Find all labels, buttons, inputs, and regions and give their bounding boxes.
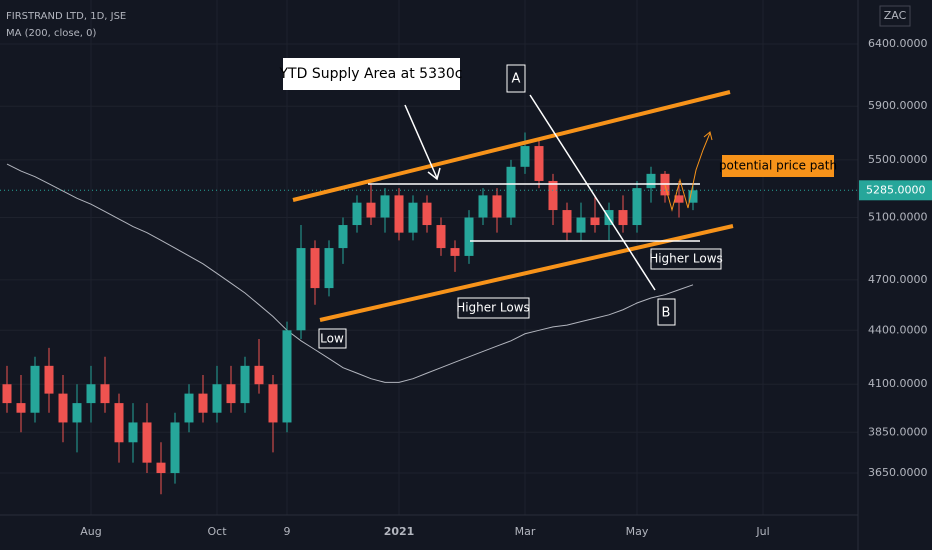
- candle-body: [198, 393, 208, 413]
- label-box: [283, 58, 460, 90]
- candle-body: [30, 365, 40, 413]
- arrow-head: [427, 167, 441, 181]
- price-tag-label: 5285.0000: [866, 183, 926, 196]
- y-tick-label: 4400.0000: [868, 323, 928, 336]
- candle-body: [254, 365, 264, 385]
- annotation: Higher Lows: [649, 252, 723, 266]
- candle-body: [366, 202, 376, 218]
- currency: ZAC: [884, 9, 907, 22]
- candle-body: [268, 384, 278, 423]
- x-tick-label: 2021: [384, 525, 415, 538]
- candle-body: [226, 384, 236, 404]
- candle-body: [72, 403, 82, 423]
- candle-body: [562, 210, 572, 233]
- chart-title: FIRSTRAND LTD, 1D, JSE: [6, 11, 126, 22]
- annotation: Higher Lows: [456, 301, 530, 315]
- y-tick-label: 4100.0000: [868, 377, 928, 390]
- candle-body: [450, 248, 460, 256]
- arrow: [404, 104, 438, 179]
- candle-body: [184, 393, 194, 423]
- candle-body: [548, 180, 558, 211]
- path-arrow: [703, 131, 713, 141]
- x-tick-label: May: [626, 525, 649, 538]
- annotation: YTD Supply Area at 5330c: [278, 66, 462, 82]
- candle-body: [212, 384, 222, 413]
- currency-box: [879, 5, 911, 27]
- candle-body: [464, 217, 474, 256]
- candle-body: [688, 190, 698, 203]
- annotation: A: [512, 72, 521, 87]
- trend-line: [529, 94, 656, 291]
- x-tick-label: Jul: [755, 525, 769, 538]
- candle-body: [618, 210, 628, 226]
- label-box: [506, 64, 526, 93]
- candle-body: [282, 330, 292, 423]
- y-tick-label: 4700.0000: [868, 273, 928, 286]
- candle-body: [58, 393, 68, 423]
- candle-body: [100, 384, 110, 404]
- label-box: [722, 155, 834, 177]
- price-tag: [859, 180, 932, 201]
- candle-body: [16, 403, 26, 413]
- x-tick-label: Oct: [207, 525, 227, 538]
- candle-body: [436, 225, 446, 249]
- x-tick-label: Aug: [80, 525, 101, 538]
- candle-body: [128, 422, 138, 443]
- candle-body: [310, 248, 320, 289]
- y-tick-label: 6400.0000: [868, 37, 928, 50]
- candle-body: [44, 365, 54, 394]
- candle-body: [156, 462, 166, 474]
- candle-body: [86, 384, 96, 404]
- candle-body: [2, 384, 12, 404]
- candle-body: [324, 248, 334, 289]
- candle-body: [632, 188, 642, 226]
- y-tick-label: 3650.0000: [868, 466, 928, 479]
- candle-body: [534, 146, 544, 181]
- candle-body: [352, 202, 362, 226]
- annotation: Low: [320, 332, 344, 346]
- candle-body: [380, 195, 390, 218]
- candle-body: [520, 146, 530, 167]
- x-tick-label: Mar: [515, 525, 536, 538]
- candle-body: [408, 202, 418, 233]
- candle-body: [590, 217, 600, 226]
- path-zigzag: [664, 132, 711, 212]
- x-tick-label: 9: [284, 525, 291, 538]
- label-box: [650, 248, 722, 270]
- y-tick-label: 3850.0000: [868, 425, 928, 438]
- annotation: potential price path: [719, 159, 837, 173]
- y-tick-label: 5100.0000: [868, 211, 928, 224]
- candle-body: [338, 225, 348, 249]
- candle-body: [422, 202, 432, 226]
- candle-body: [506, 166, 516, 218]
- ma-legend: MA (200, close, 0): [6, 28, 96, 39]
- annotation: B: [662, 306, 671, 321]
- candle-body: [576, 217, 586, 233]
- upper-channel: [292, 90, 731, 202]
- y-tick-label: 5900.0000: [868, 99, 928, 112]
- candle-body: [478, 195, 488, 218]
- candle-body: [394, 195, 404, 233]
- candle-body: [142, 422, 152, 463]
- candle-body: [114, 403, 124, 443]
- label-box: [657, 298, 676, 326]
- ma-line: [6, 163, 694, 383]
- candle-body: [674, 195, 684, 203]
- plot: [0, 132, 858, 495]
- candle-body: [296, 248, 306, 331]
- y-tick-label: 5500.0000: [868, 153, 928, 166]
- candle-body: [170, 422, 180, 474]
- candle-body: [646, 173, 656, 189]
- drawings: [0, 0, 911, 550]
- candle-body: [492, 195, 502, 218]
- candle-body: [240, 365, 250, 404]
- label-box: [457, 297, 530, 319]
- label-box: [318, 328, 347, 349]
